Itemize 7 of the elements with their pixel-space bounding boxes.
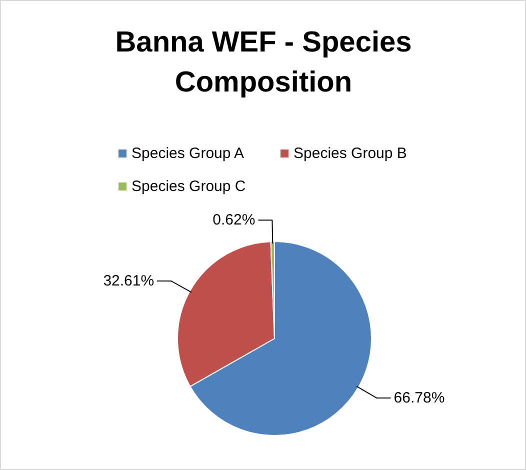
chart-title: Banna WEF - Species Composition xyxy=(115,26,412,98)
data-label: 0.62% xyxy=(212,212,256,229)
legend-label: Species Group A xyxy=(132,145,244,162)
legend-label: Species Group C xyxy=(132,178,246,195)
data-label: 32.61% xyxy=(103,272,154,290)
data-label: 66.78% xyxy=(394,390,445,407)
legend-label: Species Group B xyxy=(294,145,407,162)
